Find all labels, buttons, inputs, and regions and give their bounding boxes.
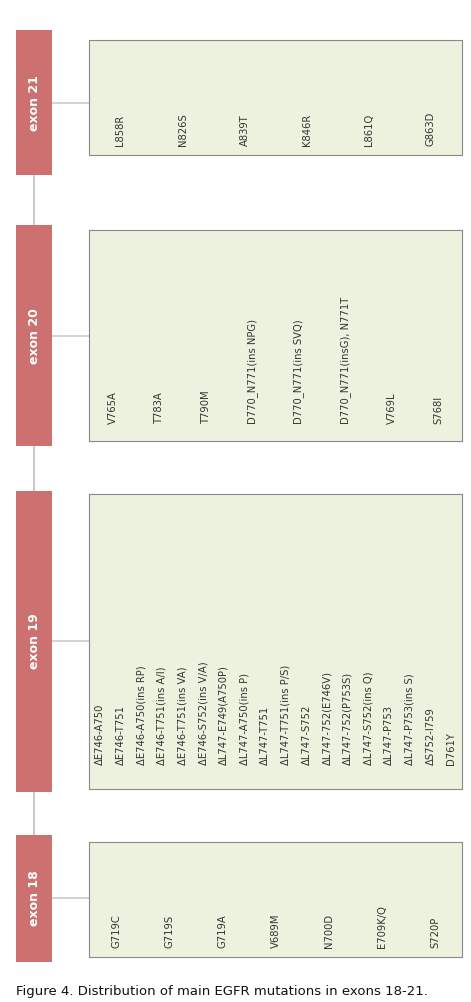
Text: exon 21: exon 21 bbox=[28, 75, 41, 130]
Text: D770_N771(ins NPG): D770_N771(ins NPG) bbox=[247, 319, 258, 424]
Bar bbox=[16, 491, 52, 792]
Text: G719C: G719C bbox=[111, 914, 121, 948]
Text: A839T: A839T bbox=[240, 114, 250, 146]
Text: K846R: K846R bbox=[301, 114, 311, 146]
Text: N826S: N826S bbox=[178, 113, 187, 146]
Bar bbox=[89, 40, 462, 155]
Text: ΔL747-P753(ins S): ΔL747-P753(ins S) bbox=[405, 673, 415, 765]
Text: exon 18: exon 18 bbox=[28, 871, 41, 926]
Text: S768I: S768I bbox=[433, 396, 443, 424]
Text: ΔS752-I759: ΔS752-I759 bbox=[426, 707, 436, 765]
Text: D770_N771(insG), N771T: D770_N771(insG), N771T bbox=[340, 297, 351, 424]
Text: ΔE746-T751(ins A/I): ΔE746-T751(ins A/I) bbox=[157, 666, 167, 765]
Text: ΔL747-752(E746V): ΔL747-752(E746V) bbox=[322, 671, 332, 765]
Text: N700D: N700D bbox=[324, 914, 333, 948]
Bar bbox=[16, 30, 52, 175]
Bar bbox=[89, 230, 462, 441]
Text: V689M: V689M bbox=[270, 913, 281, 948]
Text: ΔL747-E749(A750P): ΔL747-E749(A750P) bbox=[219, 665, 229, 765]
Text: L858R: L858R bbox=[115, 115, 125, 146]
Text: T783A: T783A bbox=[154, 393, 164, 424]
Bar bbox=[16, 225, 52, 446]
Bar bbox=[89, 842, 462, 957]
Text: T790M: T790M bbox=[201, 391, 211, 424]
Text: D761Y: D761Y bbox=[446, 732, 456, 765]
Text: ΔL747-T751: ΔL747-T751 bbox=[260, 705, 270, 765]
Text: G719S: G719S bbox=[164, 915, 174, 948]
Text: ΔL747-S752: ΔL747-S752 bbox=[301, 704, 311, 765]
Text: ΔE746-S752(ins V/A): ΔE746-S752(ins V/A) bbox=[198, 661, 208, 765]
Text: L861Q: L861Q bbox=[364, 114, 374, 146]
Text: S720P: S720P bbox=[430, 917, 440, 948]
Text: V769L: V769L bbox=[387, 393, 397, 424]
Bar bbox=[89, 494, 462, 789]
Text: D770_N771(ins SVQ): D770_N771(ins SVQ) bbox=[293, 320, 304, 424]
Text: ΔE746-A750: ΔE746-A750 bbox=[95, 703, 105, 765]
Text: exon 19: exon 19 bbox=[28, 613, 41, 669]
Text: ΔE746-A750(ins RP): ΔE746-A750(ins RP) bbox=[136, 665, 146, 765]
Text: E709K/Q: E709K/Q bbox=[377, 905, 387, 948]
Text: exon 20: exon 20 bbox=[28, 308, 41, 364]
Bar bbox=[16, 835, 52, 962]
Text: V765A: V765A bbox=[108, 391, 118, 424]
Text: Figure 4. Distribution of main EGFR mutations in exons 18-21.: Figure 4. Distribution of main EGFR muta… bbox=[16, 985, 428, 998]
Text: ΔL747-A750(ins P): ΔL747-A750(ins P) bbox=[240, 673, 250, 765]
Text: ΔL747-P753: ΔL747-P753 bbox=[384, 705, 394, 765]
Text: ΔL747-T751(ins P/S): ΔL747-T751(ins P/S) bbox=[281, 664, 291, 765]
Text: G863D: G863D bbox=[426, 111, 436, 146]
Text: ΔL747-S752(ins Q): ΔL747-S752(ins Q) bbox=[364, 671, 374, 765]
Text: G719A: G719A bbox=[218, 914, 227, 948]
Text: ΔE746-T751(ins VA): ΔE746-T751(ins VA) bbox=[178, 666, 187, 765]
Text: ΔL747-752(P753S): ΔL747-752(P753S) bbox=[343, 672, 353, 765]
Text: ΔE746-T751: ΔE746-T751 bbox=[115, 705, 125, 765]
